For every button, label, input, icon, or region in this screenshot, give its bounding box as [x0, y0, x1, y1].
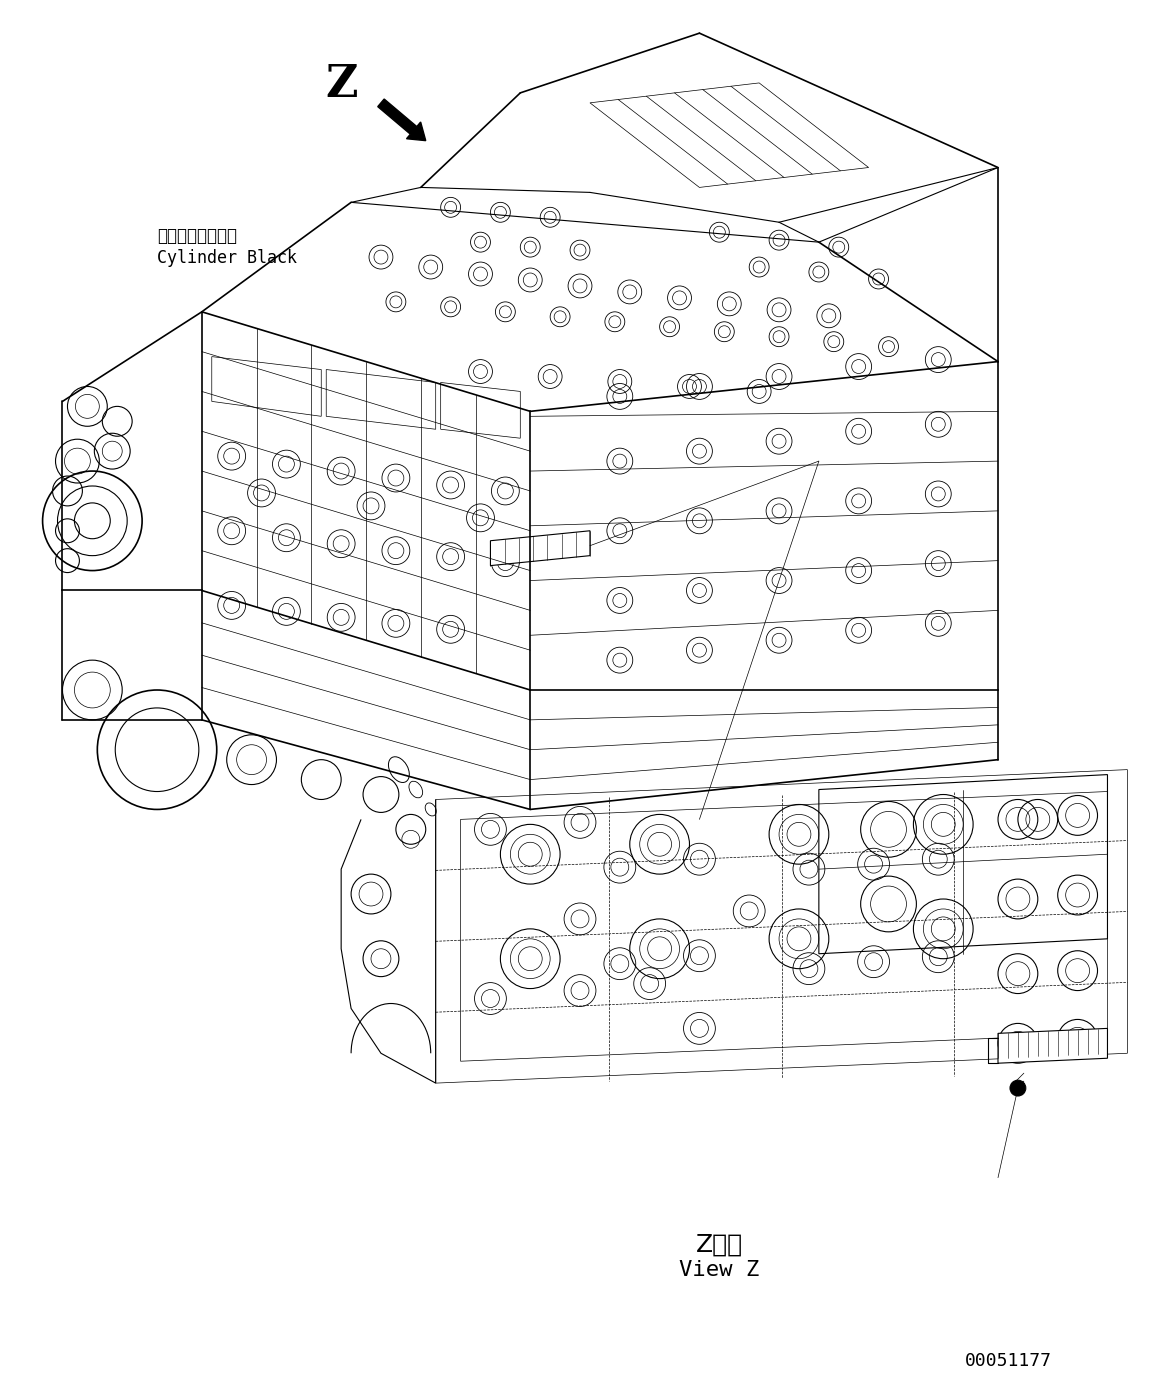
Text: シリンダブロック: シリンダブロック	[157, 227, 237, 245]
Text: View Z: View Z	[679, 1260, 759, 1281]
Text: 00051177: 00051177	[964, 1351, 1051, 1369]
Polygon shape	[491, 531, 590, 566]
FancyArrow shape	[378, 100, 426, 141]
Text: Cylinder Black: Cylinder Black	[157, 249, 297, 267]
Circle shape	[1009, 1080, 1026, 1097]
Text: Z　視: Z 視	[695, 1232, 743, 1256]
Polygon shape	[998, 1029, 1107, 1064]
Text: Z: Z	[324, 64, 357, 106]
